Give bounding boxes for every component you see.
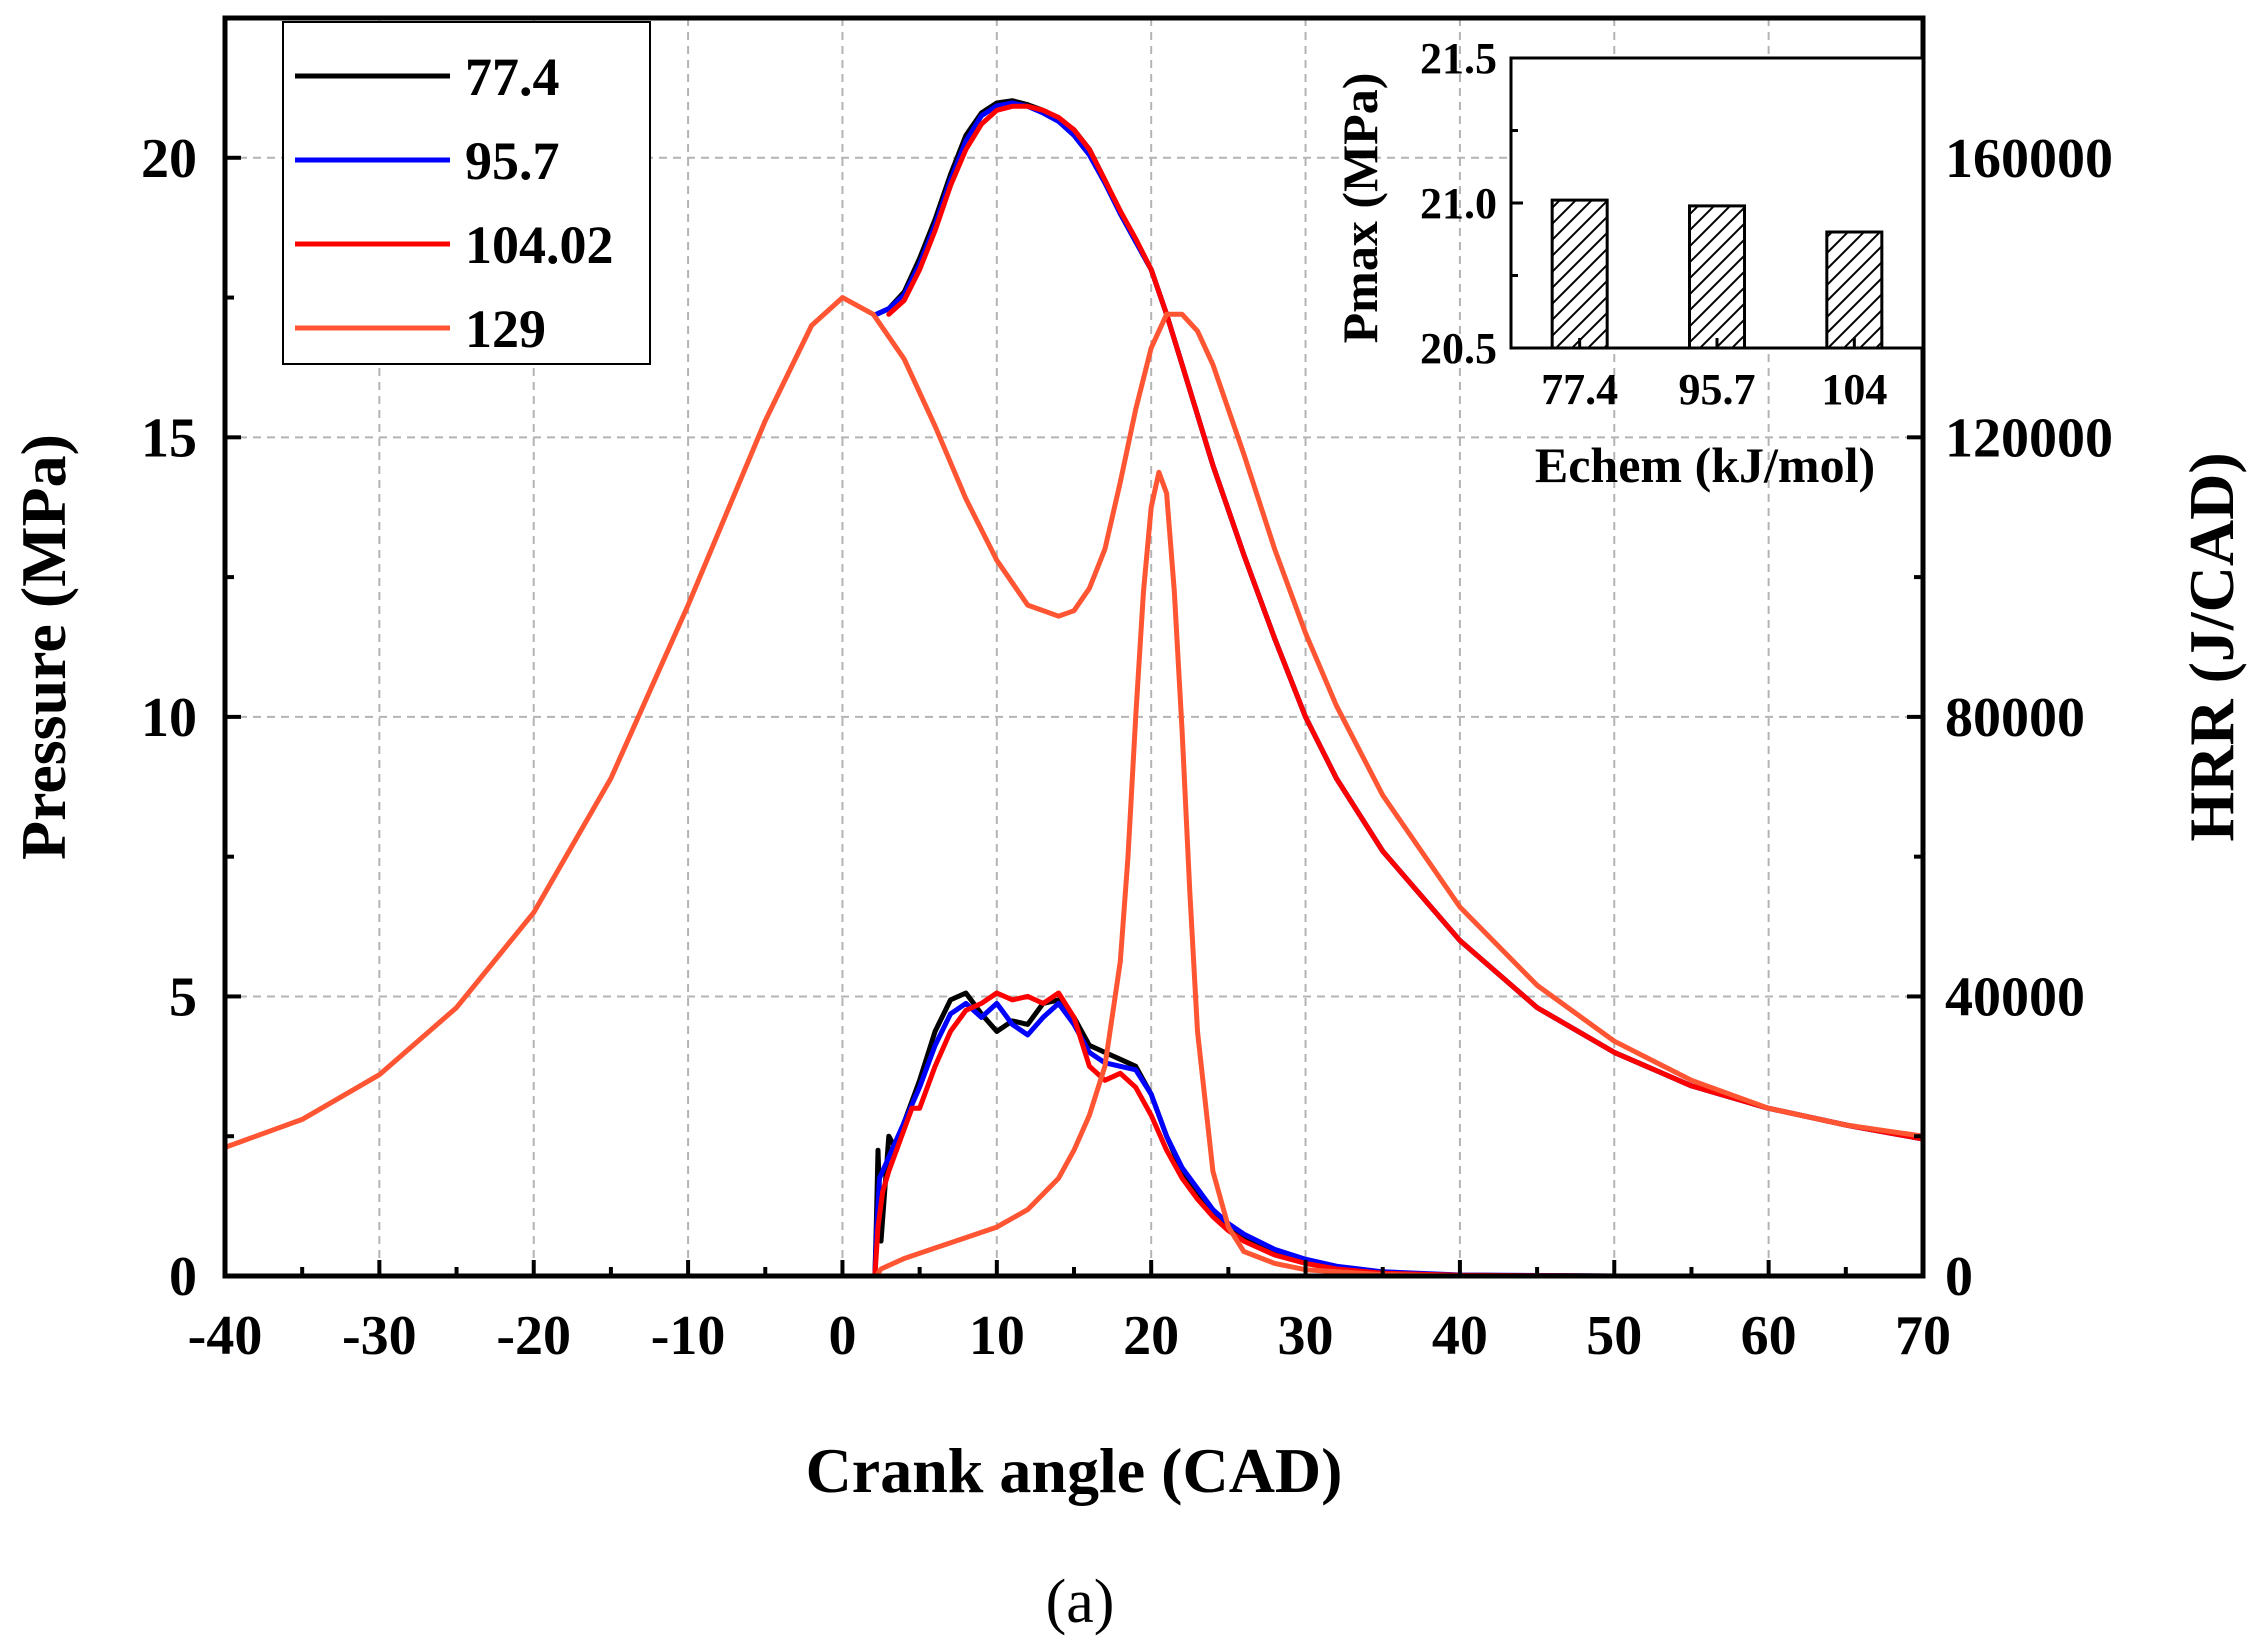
data-lines [225, 98, 1923, 1276]
legend-label-129: 129 [465, 299, 546, 359]
legend: 77.4 95.7 104.02 129 [282, 21, 651, 365]
x-tick-label: -10 [651, 1305, 726, 1367]
legend-box [282, 21, 651, 365]
inset-y-tick-label: 20.5 [1420, 324, 1497, 373]
inset-y-tick-label: 21.5 [1420, 34, 1497, 83]
y-left-tick-label: 20 [141, 128, 197, 190]
inset-bar-chart: 77.4 95.7 104 20.5 21.0 21.5 Pmax (MPa) Echem… [1332, 34, 1925, 493]
x-tick-label: 50 [1586, 1305, 1642, 1367]
legend-label-95-7: 95.7 [465, 131, 560, 191]
x-tick-label: 40 [1432, 1305, 1488, 1367]
x-tick-label: 20 [1123, 1305, 1179, 1367]
series-line-104-02-pressure [886, 103, 1923, 1142]
inset-bar [1825, 230, 1884, 350]
y-axis-left-title: Pressure (MPa) [8, 434, 79, 860]
series-line-104-02-hrr [225, 990, 1923, 1276]
y-axis-right-title: HRR (J/CAD) [2176, 452, 2247, 841]
x-axis-title: Crank angle (CAD) [806, 1435, 1343, 1506]
x-tick-label: -20 [496, 1305, 571, 1367]
y-left-tick-label: 10 [141, 687, 197, 749]
y-right-tick-label: 120000 [1945, 407, 2113, 469]
inset-x-tick-label: 77.4 [1541, 365, 1618, 414]
y-left-tick-label: 15 [141, 407, 197, 469]
inset-bars [1550, 198, 1884, 350]
inset-bar [1550, 198, 1609, 350]
x-tick-label: 70 [1895, 1305, 1951, 1367]
inset-x-tick-label: 95.7 [1679, 365, 1756, 414]
inset-axis-ticks: 77.4 95.7 104 20.5 21.0 21.5 [1420, 34, 1887, 414]
inset-y-axis-title: Pmax (MPa) [1332, 73, 1388, 344]
y-right-tick-label: 160000 [1945, 128, 2113, 190]
inset-x-axis-title: Echem (kJ/mol) [1535, 437, 1875, 493]
inset-bar [1688, 204, 1746, 350]
y-left-tick-label: 5 [169, 966, 197, 1028]
x-tick-label: 0 [828, 1305, 856, 1367]
figure-caption: (a) [1046, 1568, 1115, 1636]
inset-x-tick-label: 104 [1821, 365, 1887, 414]
y-right-tick-label: 0 [1945, 1246, 1973, 1308]
legend-label-104-02: 104.02 [465, 215, 614, 275]
x-tick-label: -40 [188, 1305, 263, 1367]
x-tick-label: 30 [1278, 1305, 1334, 1367]
legend-label-77-4: 77.4 [465, 47, 560, 107]
inset-y-tick-label: 21.0 [1420, 179, 1497, 228]
x-tick-label: -30 [342, 1305, 417, 1367]
y-left-tick-label: 0 [169, 1246, 197, 1308]
x-tick-label: 60 [1741, 1305, 1797, 1367]
series-line-129-pressure [225, 295, 1923, 1150]
series-line-77-4-hrr [225, 990, 1923, 1276]
y-right-tick-label: 40000 [1945, 966, 2085, 1028]
series-line-129-hrr [225, 469, 1923, 1276]
x-tick-label: 10 [969, 1305, 1025, 1367]
axis-ticks: -40 -30 -20 -10 0 10 20 30 40 50 60 700510152004000… [141, 128, 2113, 1367]
y-right-tick-label: 80000 [1945, 687, 2085, 749]
series-line-95-7-hrr [225, 1000, 1923, 1276]
